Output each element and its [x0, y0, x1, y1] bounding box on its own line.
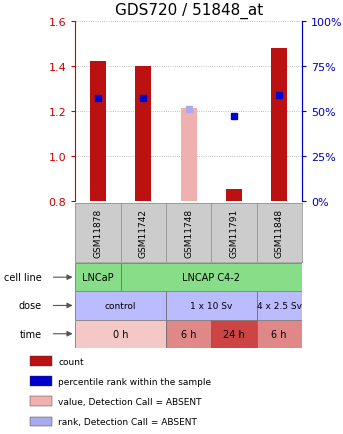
- Bar: [271, 49, 287, 202]
- Text: 4 x 2.5 Sv: 4 x 2.5 Sv: [257, 301, 302, 310]
- Text: 6 h: 6 h: [181, 329, 197, 339]
- Text: GSM11848: GSM11848: [275, 209, 284, 258]
- Bar: [90, 62, 106, 202]
- Text: 1 x 10 Sv: 1 x 10 Sv: [190, 301, 233, 310]
- Bar: [257, 320, 302, 348]
- Text: rank, Detection Call = ABSENT: rank, Detection Call = ABSENT: [58, 417, 197, 426]
- Bar: [30, 376, 52, 386]
- Text: count: count: [58, 357, 84, 366]
- Text: 24 h: 24 h: [223, 329, 245, 339]
- Bar: [75, 292, 166, 320]
- Text: GSM11878: GSM11878: [94, 209, 103, 258]
- Bar: [121, 263, 302, 292]
- Text: GSM11748: GSM11748: [184, 209, 193, 258]
- Bar: [211, 320, 257, 348]
- Bar: [30, 356, 52, 366]
- Text: LNCaP: LNCaP: [82, 273, 114, 283]
- Bar: [181, 108, 197, 202]
- Bar: [166, 320, 211, 348]
- Bar: [135, 67, 151, 202]
- Bar: [257, 292, 302, 320]
- Text: time: time: [19, 329, 42, 339]
- Bar: [30, 417, 52, 426]
- Bar: [30, 397, 52, 406]
- Text: dose: dose: [19, 301, 42, 311]
- Bar: [226, 189, 242, 202]
- Bar: [75, 263, 121, 292]
- Text: 0 h: 0 h: [113, 329, 129, 339]
- Text: GSM11791: GSM11791: [229, 209, 238, 258]
- Title: GDS720 / 51848_at: GDS720 / 51848_at: [115, 3, 263, 19]
- Text: cell line: cell line: [4, 273, 42, 283]
- Text: value, Detection Call = ABSENT: value, Detection Call = ABSENT: [58, 397, 202, 406]
- Bar: [75, 320, 166, 348]
- Text: percentile rank within the sample: percentile rank within the sample: [58, 377, 211, 386]
- Text: LNCAP C4-2: LNCAP C4-2: [182, 273, 240, 283]
- Text: GSM11742: GSM11742: [139, 209, 148, 258]
- Bar: [166, 292, 257, 320]
- Text: 6 h: 6 h: [271, 329, 287, 339]
- Text: control: control: [105, 301, 137, 310]
